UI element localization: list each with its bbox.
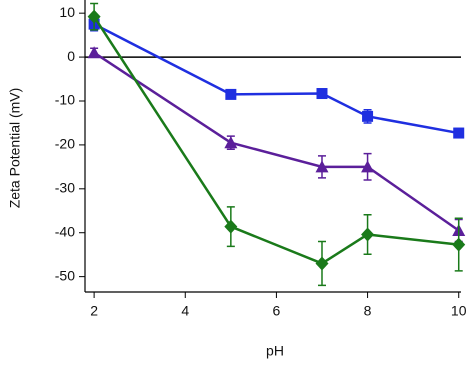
marker [87,46,101,59]
x-tick-label: 10 [451,303,467,319]
y-tick-label: 10 [59,4,75,20]
y-axis-label: Zeta Potential (mV) [7,88,23,209]
marker [224,219,238,234]
marker [315,256,329,271]
y-tick-label: -40 [55,223,75,239]
y-tick-label: -20 [55,136,75,152]
marker [361,227,375,242]
y-tick-label: -10 [55,92,75,108]
x-tick-label: 6 [273,303,281,319]
marker [315,160,329,173]
y-tick-label: 0 [67,48,75,64]
x-tick-label: 2 [90,303,98,319]
marker [362,110,374,122]
marker [361,160,375,173]
y-tick-label: -50 [55,267,75,283]
marker [316,88,328,100]
x-tick-label: 4 [181,303,189,319]
x-tick-label: 8 [364,303,372,319]
y-tick-label: -30 [55,180,75,196]
marker [87,9,101,24]
series-line [93,51,460,232]
marker [453,127,465,139]
marker [452,237,466,252]
marker [224,136,238,149]
series-line [93,23,459,135]
series-line [93,16,459,265]
x-axis-label: pH [266,343,284,359]
marker [225,88,237,100]
